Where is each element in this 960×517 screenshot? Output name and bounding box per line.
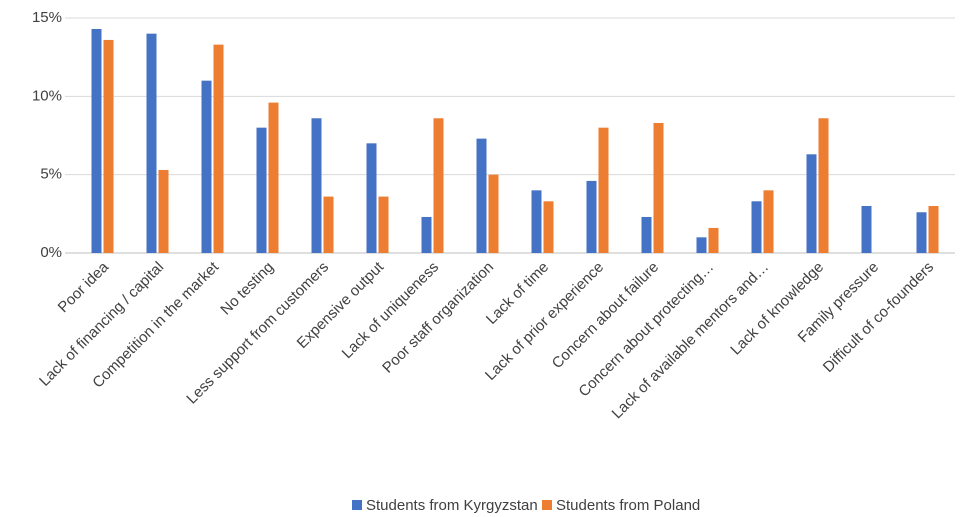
bar — [861, 206, 872, 253]
bar — [653, 122, 664, 253]
bar — [433, 118, 444, 254]
x-tick-label: Poor staff organization — [379, 259, 497, 377]
x-tick-label: Poor idea — [55, 258, 113, 316]
bar — [531, 190, 542, 253]
bar — [103, 39, 114, 253]
y-tick-label: 5% — [40, 166, 62, 183]
x-tick-label: Difficult of co-founders — [820, 259, 937, 376]
bar — [928, 206, 939, 253]
x-tick-label: Lack of uniqueness — [339, 259, 442, 362]
x-tick-label: Concern about failure — [549, 259, 662, 372]
bar — [378, 196, 389, 253]
bar — [91, 28, 102, 253]
bar — [158, 169, 169, 253]
bar — [366, 143, 377, 253]
bar — [763, 190, 774, 253]
bar — [323, 196, 334, 253]
legend-swatch — [542, 500, 552, 510]
bar — [598, 127, 609, 253]
bar — [201, 80, 212, 254]
y-tick-label: 0% — [40, 244, 62, 261]
bar — [213, 44, 224, 254]
bar — [146, 33, 157, 253]
y-tick-label: 15% — [32, 9, 62, 26]
bar — [543, 201, 554, 253]
bar — [488, 174, 499, 253]
bar — [806, 154, 817, 253]
bar — [256, 127, 267, 253]
bar — [641, 216, 652, 253]
bar — [751, 201, 762, 253]
bar — [268, 102, 279, 253]
legend-swatch — [352, 500, 362, 510]
x-tick-label: Lack of knowledge — [727, 259, 827, 359]
bar — [586, 180, 597, 253]
legend-label: Students from Poland — [556, 497, 700, 514]
bar — [421, 216, 432, 253]
legend-label: Students from Kyrgyzstan — [366, 497, 538, 514]
bar — [818, 118, 829, 254]
bar — [696, 237, 707, 253]
bar — [916, 212, 927, 253]
bar — [311, 118, 322, 254]
bar — [476, 138, 487, 253]
bar — [708, 227, 719, 253]
y-tick-label: 10% — [32, 87, 62, 104]
